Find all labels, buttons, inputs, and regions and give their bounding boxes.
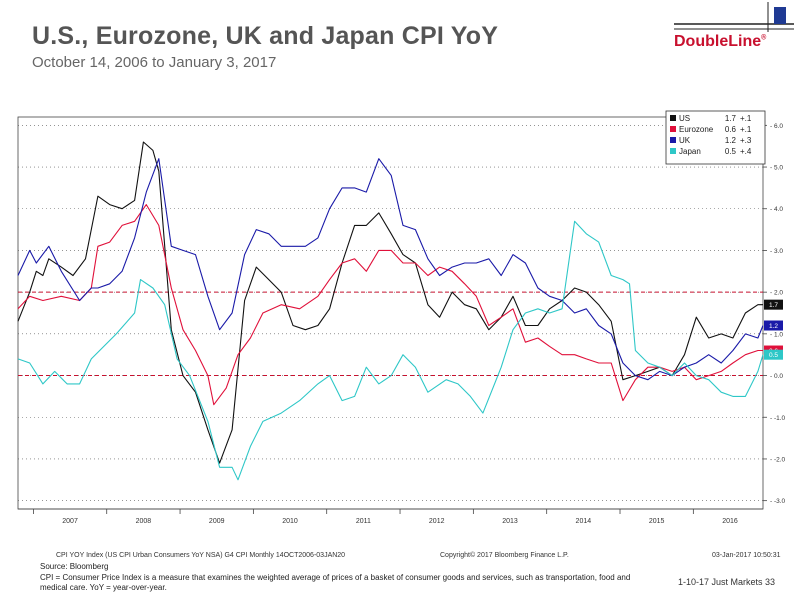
- end-label-box: [764, 320, 783, 331]
- copyright-text: Copyright© 2017 Bloomberg Finance L.P.: [440, 552, 569, 559]
- legend-swatch-uk: [670, 137, 676, 143]
- x-tick-label: 2014: [576, 518, 592, 525]
- legend: US 1.7 +.1 Eurozone 0.6 +.1 UK 1.2 +.3 Japan 0.5 +.…: [665, 110, 766, 165]
- y-tick-label: - 3.0: [770, 248, 783, 255]
- legend-change: +.1: [740, 114, 752, 123]
- y-tick-label: - 5.0: [770, 165, 783, 172]
- y-tick-label: - 6.0: [770, 123, 783, 130]
- cpi-definition-note: CPI = Consumer Price Index is a measure …: [40, 573, 631, 592]
- end-label-japan: 0.5: [769, 352, 778, 359]
- x-tick-label: 2010: [282, 518, 298, 525]
- y-tick-label: - -1.0: [770, 415, 786, 422]
- legend-value: 1.7: [725, 114, 737, 123]
- x-tick-label: 2015: [649, 518, 665, 525]
- legend-value: 0.6: [725, 125, 737, 134]
- page-subtitle: October 14, 2006 to January 3, 2017: [32, 54, 277, 71]
- source-note: Source: Bloomberg: [40, 562, 109, 571]
- legend-name: Japan: [679, 147, 701, 156]
- end-label-box: [764, 349, 783, 360]
- x-tick-label: 2013: [502, 518, 518, 525]
- bloomberg-ticker: CPI YOY Index (US CPI Urban Consumers Yo…: [56, 552, 346, 559]
- x-tick-label: 2008: [136, 518, 152, 525]
- y-tick-label: - 2.0: [770, 290, 783, 297]
- legend-value: 1.2: [725, 136, 737, 145]
- x-tick-label: 2009: [209, 518, 225, 525]
- legend-swatch-us: [670, 115, 676, 121]
- legend-name: US: [679, 114, 690, 123]
- legend-name: UK: [679, 136, 691, 145]
- x-tick-label: 2016: [722, 518, 738, 525]
- end-label-uk: 1.2: [769, 323, 778, 330]
- legend-value: 0.5: [725, 147, 737, 156]
- legend-swatch-eurozone: [670, 126, 676, 132]
- series-line-us: [17, 141, 763, 464]
- legend-swatch-japan: [670, 148, 676, 154]
- cpi-line-chart: - 6.0 - 5.0 - 4.0 - 3.0 - 2.0 - 1.0 - 0.0 - -1.…: [17, 110, 786, 525]
- y-tick-label: - -3.0: [770, 498, 786, 505]
- series-lines: [17, 141, 764, 481]
- legend-change: +.3: [740, 136, 752, 145]
- x-tick-label: 2011: [356, 518, 371, 525]
- page-title: U.S., Eurozone, UK and Japan CPI YoY: [32, 22, 499, 50]
- legend-change: +.1: [740, 125, 752, 134]
- logo-mark: ®: [761, 34, 767, 42]
- logo-text: DoubleLine: [674, 33, 762, 50]
- end-label-box: [764, 299, 783, 310]
- end-labels: 1.70.61.20.5: [764, 299, 783, 360]
- y-tick-label: - 0.0: [770, 373, 783, 380]
- page-label: 1-10-17 Just Markets 33: [678, 577, 776, 587]
- series-line-uk: [17, 158, 764, 381]
- y-axis: - 6.0 - 5.0 - 4.0 - 3.0 - 2.0 - 1.0 - 0.0 - -1.…: [763, 123, 786, 505]
- legend-name: Eurozone: [679, 125, 714, 134]
- series-line-eurozone: [17, 204, 763, 406]
- y-tick-label: - -2.0: [770, 456, 786, 463]
- timestamp: 03-Jan-2017 10:50:31: [712, 552, 781, 559]
- y-tick-label: - 1.0: [770, 331, 783, 338]
- doubleline-logo: DoubleLine®: [674, 33, 766, 51]
- legend-change: +.4: [740, 147, 752, 156]
- end-label-us: 1.7: [769, 302, 778, 309]
- plot-area: [17, 116, 764, 510]
- y-tick-label: - 4.0: [770, 206, 783, 213]
- x-tick-label: 2007: [62, 518, 78, 525]
- series-line-japan: [17, 220, 764, 481]
- corner-lines-decoration: [674, 2, 794, 32]
- x-tick-label: 2012: [429, 518, 445, 525]
- x-axis: 2007 2008 2009 2010 2011 2012 2013 2014 2015 2016: [32, 509, 738, 525]
